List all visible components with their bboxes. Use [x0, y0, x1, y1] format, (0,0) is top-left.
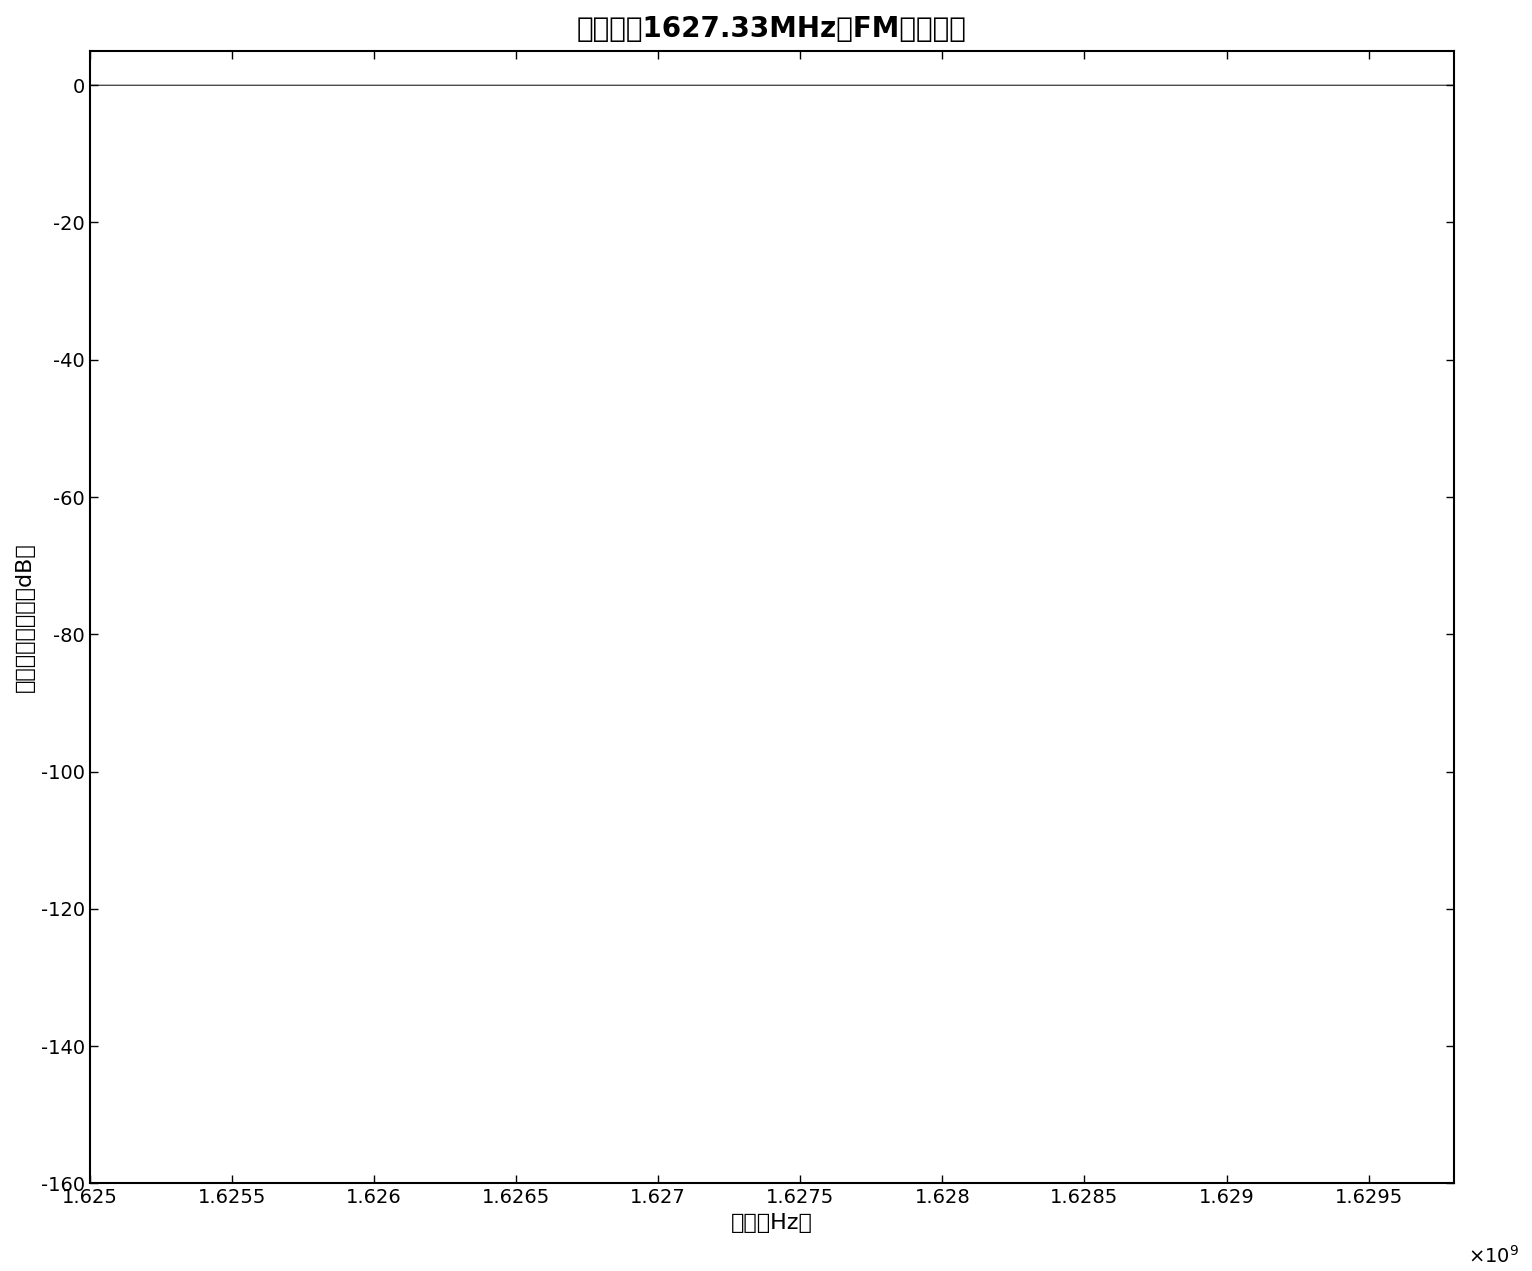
Y-axis label: 归一化频谱幅度（dB）: 归一化频谱幅度（dB） [15, 543, 35, 693]
X-axis label: 频率（Hz）: 频率（Hz） [731, 1213, 812, 1233]
Text: $\times10^9$: $\times10^9$ [1468, 1244, 1518, 1267]
Title: 载波频率1627.33MHz的FM信号频谱: 载波频率1627.33MHz的FM信号频谱 [578, 15, 967, 43]
